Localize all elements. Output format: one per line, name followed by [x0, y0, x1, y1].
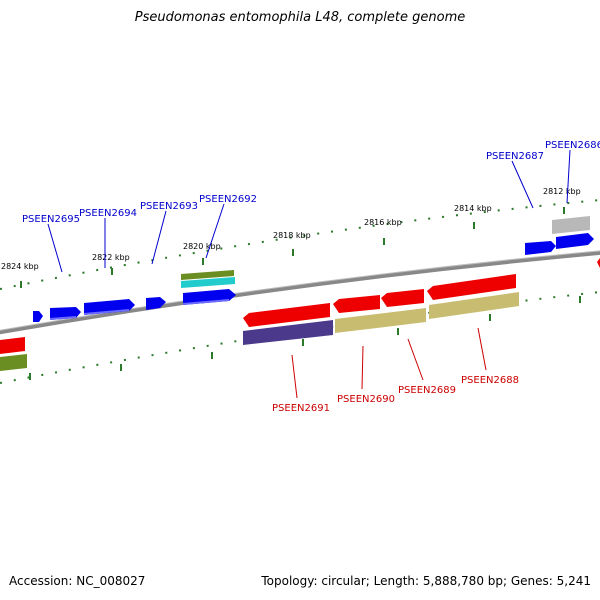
reverse-genes [0, 258, 600, 354]
gene-arrow [0, 337, 25, 354]
gene-label-forward: PSEEN2686 [545, 140, 600, 151]
reverse-scale-track [0, 291, 600, 384]
forward-scale-track [0, 199, 600, 290]
gene-label-reverse: PSEEN2690 [337, 394, 395, 405]
scale-label: 2814 kbp [454, 204, 492, 213]
gene-label-forward: PSEEN2687 [486, 151, 544, 162]
gene-arrow [381, 289, 424, 307]
gene-label-forward: PSEEN2695 [22, 214, 80, 225]
reverse-major-ticks [29, 296, 581, 380]
scale-label: 2816 kbp [364, 218, 402, 227]
gene-label-reverse: PSEEN2689 [398, 385, 456, 396]
gene-arrow [525, 241, 556, 255]
scale-label: 2822 kbp [92, 253, 130, 262]
gene-block-purple [243, 320, 333, 345]
gene-block-khaki [335, 308, 426, 333]
genome-summary-text: Topology: circular; Length: 5,888,780 bp… [261, 574, 591, 588]
gene-arrow [556, 233, 594, 249]
gene-block-gray [552, 216, 590, 234]
gene-arrow [33, 311, 43, 322]
genome-backbone-highlight [0, 250, 600, 331]
forward-major-ticks [20, 207, 565, 288]
gene-block-olive [0, 354, 27, 371]
scale-label: 2824 kbp [1, 262, 39, 271]
gene-arrow [333, 295, 380, 313]
gene-arrow [597, 258, 600, 268]
scale-label: 2818 kbp [273, 231, 311, 240]
gene-arrow [427, 274, 516, 300]
gene-label-reverse: PSEEN2691 [272, 403, 330, 414]
scale-label: 2820 kbp [183, 242, 221, 251]
gene-arrow [243, 303, 330, 327]
gene-label-forward: PSEEN2692 [199, 194, 257, 205]
gene-arrow [146, 297, 166, 310]
accession-text: Accession: NC_008027 [9, 574, 146, 588]
map-title: Pseudomonas entomophila L48, complete ge… [134, 10, 466, 25]
forward-genes [33, 233, 594, 322]
gene-label-reverse: PSEEN2688 [461, 375, 519, 386]
gene-label-forward: PSEEN2693 [140, 201, 198, 212]
gene-block-olive [181, 270, 234, 280]
gene-label-forward: PSEEN2694 [79, 208, 137, 219]
scale-label: 2812 kbp [543, 187, 581, 196]
genome-backbone [0, 250, 600, 335]
gene-block-cyan [181, 277, 235, 288]
gene-block-khaki [429, 292, 519, 319]
